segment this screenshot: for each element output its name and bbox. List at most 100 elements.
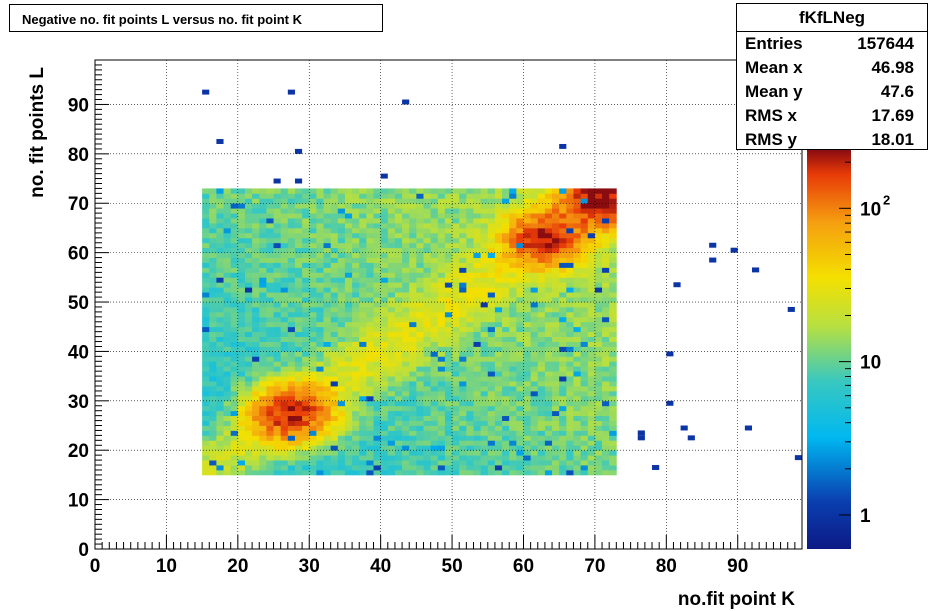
heatmap-cell — [287, 469, 296, 476]
heatmap-cell — [266, 331, 274, 338]
heatmap-cell — [209, 465, 217, 471]
heatmap-cell — [544, 267, 553, 273]
heatmap-cell — [366, 420, 374, 426]
heatmap-cell — [387, 440, 396, 446]
heatmap-cell — [209, 341, 217, 347]
heatmap-cell — [316, 247, 324, 254]
heatmap-cell — [544, 218, 553, 224]
heatmap-cell — [452, 395, 460, 402]
heatmap-cell — [459, 237, 467, 244]
heatmap-cell — [316, 232, 324, 239]
heatmap-cell — [459, 277, 467, 283]
heatmap-cell — [402, 361, 410, 367]
heatmap-cell — [366, 455, 374, 461]
heatmap-cell — [209, 193, 217, 199]
heatmap-cell — [259, 331, 267, 338]
heatmap-cell — [273, 252, 282, 258]
heatmap-cell — [309, 469, 317, 476]
heatmap-cell — [323, 227, 332, 234]
heatmap-cell — [587, 386, 596, 392]
heatmap-cell — [237, 415, 246, 421]
heatmap-cell — [423, 415, 432, 421]
heatmap-cell — [573, 356, 582, 362]
heatmap-cell — [444, 267, 453, 273]
heatmap-cell — [202, 356, 210, 362]
heatmap-cell — [273, 272, 282, 278]
heatmap-cell — [280, 430, 289, 436]
heatmap-cell — [516, 302, 524, 308]
heatmap-cell — [530, 302, 539, 308]
heatmap-cell — [609, 395, 617, 402]
heatmap-cell — [373, 292, 382, 298]
heatmap-cell — [580, 272, 589, 278]
heatmap-cell — [280, 326, 289, 333]
heatmap-cell — [487, 336, 496, 342]
heatmap-cell — [502, 331, 510, 338]
heatmap-cell — [216, 218, 224, 224]
heatmap-cell — [330, 356, 339, 362]
heatmap-cell — [373, 455, 382, 461]
heatmap-cell — [466, 262, 474, 268]
heatmap-cell — [609, 400, 617, 407]
heatmap-cell — [466, 223, 474, 229]
heatmap-cell — [244, 395, 253, 402]
heatmap-cell — [494, 213, 503, 219]
heatmap-cell — [237, 376, 246, 382]
heatmap-cell — [544, 371, 553, 377]
heatmap-cell — [287, 218, 296, 224]
heatmap-cell — [387, 425, 396, 431]
heatmap-cell — [309, 272, 317, 278]
heatmap-cell — [416, 262, 424, 268]
heatmap-cell — [280, 282, 289, 288]
heatmap-cell — [594, 445, 603, 451]
heatmap-cell — [523, 311, 532, 318]
heatmap-cell — [366, 316, 374, 323]
heatmap-cell — [230, 371, 239, 377]
heatmap-cell — [302, 277, 310, 283]
heatmap-cell — [430, 321, 439, 328]
heatmap-cell — [552, 450, 560, 456]
heatmap-cell — [509, 188, 517, 194]
heatmap-cell — [473, 336, 482, 342]
heatmap-cell — [252, 341, 260, 347]
heatmap-cell — [559, 287, 567, 293]
heatmap-cell — [302, 430, 310, 436]
heatmap-cell — [244, 218, 253, 224]
heatmap-cell — [473, 326, 482, 333]
heatmap-cell — [552, 400, 560, 407]
heatmap-cell — [444, 208, 453, 214]
heatmap-cell — [373, 469, 382, 476]
heatmap-cell — [466, 371, 474, 377]
heatmap-cell — [430, 410, 439, 417]
heatmap-cell — [409, 450, 417, 456]
heatmap-cell — [280, 390, 289, 397]
heatmap-cell — [352, 203, 360, 209]
heatmap-cell — [559, 430, 567, 436]
heatmap-cell — [602, 316, 610, 323]
heatmap-cell — [409, 366, 417, 372]
heatmap-cell — [544, 326, 553, 333]
heatmap-cell — [580, 469, 589, 476]
stats-row-rms-x: RMS x 17.69 — [737, 104, 927, 128]
outlier-cell — [652, 465, 660, 470]
heatmap-cell — [402, 302, 410, 308]
heatmap-cell — [387, 213, 396, 219]
heatmap-cell — [359, 292, 367, 298]
heatmap-cell — [402, 297, 410, 303]
heatmap-cell — [480, 346, 489, 352]
heatmap-cell — [480, 465, 489, 471]
heatmap-cell — [259, 361, 267, 367]
heatmap-cell — [573, 450, 582, 456]
heatmap-cell — [337, 267, 346, 273]
heatmap-cell — [552, 213, 560, 219]
heatmap-cell — [280, 415, 289, 421]
heatmap-cell — [509, 465, 517, 471]
heatmap-cell — [323, 242, 332, 249]
heatmap-cell — [423, 272, 432, 278]
heatmap-cell — [409, 381, 417, 387]
heatmap-cell — [594, 282, 603, 288]
heatmap-cell — [230, 237, 239, 244]
heatmap-cell — [380, 203, 389, 209]
heatmap-cell — [366, 435, 374, 441]
heatmap-cell — [487, 465, 496, 471]
